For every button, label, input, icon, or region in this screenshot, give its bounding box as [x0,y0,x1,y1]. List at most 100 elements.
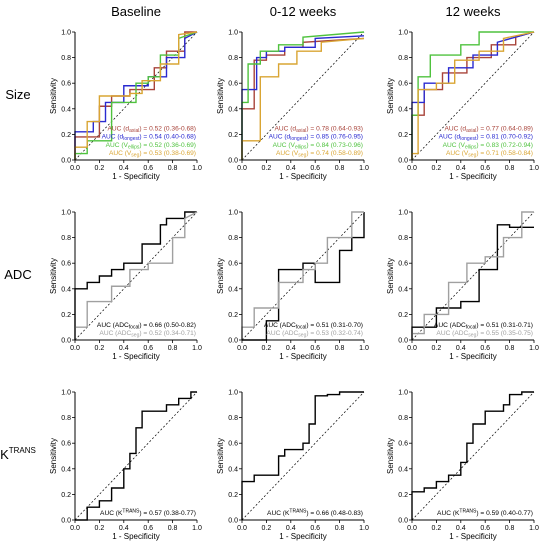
roc-panel-adc-baseline: 0.0 0.2 0.4 0.6 0.8 1.0 0.0 0.2 0.4 0.6 0.8 1.0 1 - … [49,210,202,362]
y-tick-label: 0.6 [398,441,408,448]
x-tick-label: 0.8 [335,345,345,352]
y-tick-label: 0.8 [228,55,238,62]
y-tick-label: 0.2 [398,132,408,139]
y-axis-label: Sensitivity [386,78,395,114]
y-tick-label: 0.0 [228,338,238,345]
row-label-sup-2: TRANS [9,446,36,455]
x-tick-label: 0.6 [310,345,320,352]
y-axis-label: Sensitivity [49,258,58,294]
roc-curve-1 [411,211,534,340]
x-tick-label: 0.2 [432,525,442,532]
x-tick-label: 0.8 [168,165,178,172]
x-tick-label: 0.8 [335,525,345,532]
x-tick-label: 0.6 [480,345,490,352]
roc-curve-2 [411,31,534,160]
x-axis-label: 1 - Specificity [112,172,160,181]
x-tick-label: 0.8 [505,165,515,172]
auc-annotation-1: AUC (ADCseg) = 0.53 (0.32-0.74) [266,330,363,339]
y-tick-label: 0.2 [228,132,238,139]
y-tick-label: 0.2 [228,492,238,499]
roc-panel-adc-0-12: 0.0 0.2 0.4 0.6 0.8 1.0 0.0 0.2 0.4 0.6 0.8 1.0 1 - … [216,210,369,362]
x-tick-label: 0.4 [286,525,296,532]
y-tick-label: 0.8 [61,415,71,422]
row-label-2: KTRANS [0,446,36,462]
y-tick-label: 0.4 [398,286,408,293]
roc-curve-0 [411,391,534,520]
x-tick-label: 1.0 [192,165,202,172]
x-tick-label: 0.4 [456,345,466,352]
roc-curve-0 [241,391,364,520]
y-tick-label: 0.8 [228,415,238,422]
x-tick-label: 0.0 [70,525,80,532]
x-axis-label: 1 - Specificity [279,172,327,181]
auc-annotation-0: AUC (ADCfocal) = 0.66 (0.50-0.82) [97,322,196,331]
y-tick-label: 0.6 [61,441,71,448]
roc-curve-1 [241,211,364,340]
auc-annotation-1: AUC (dlongest) = 0.85 (0.76-0.95) [269,134,363,143]
y-tick-label: 0.2 [228,312,238,319]
y-tick-label: 0.0 [61,518,71,525]
reference-diagonal [74,391,198,521]
x-tick-label: 0.2 [95,345,105,352]
roc-panel-size-12: 0.0 0.2 0.4 0.6 0.8 1.0 0.0 0.2 0.4 0.6 0.8 1.0 1 - … [386,30,539,182]
x-tick-label: 0.6 [143,165,153,172]
x-tick-label: 0.2 [95,525,105,532]
x-tick-label: 0.6 [310,165,320,172]
roc-curve-3 [241,37,365,160]
x-tick-label: 0.6 [480,525,490,532]
x-tick-label: 1.0 [192,345,202,352]
x-tick-label: 0.6 [143,525,153,532]
y-tick-label: 0.0 [398,158,408,165]
y-tick-label: 0.6 [61,81,71,88]
roc-panel-size-baseline: 0.0 0.2 0.4 0.6 0.8 1.0 0.0 0.2 0.4 0.6 0.8 1.0 1 - … [49,30,202,182]
x-tick-label: 0.6 [310,525,320,532]
x-axis-label: 1 - Specificity [112,352,160,361]
x-tick-label: 0.0 [407,525,417,532]
y-tick-label: 0.6 [228,261,238,268]
y-tick-label: 0.6 [398,81,408,88]
x-tick-label: 0.2 [262,345,272,352]
x-tick-label: 0.4 [119,345,129,352]
x-tick-label: 0.0 [70,165,80,172]
x-tick-label: 0.4 [456,525,466,532]
x-tick-label: 0.0 [237,165,247,172]
x-axis-label: 1 - Specificity [279,532,327,541]
row-label-0: Size [5,87,30,102]
x-tick-label: 1.0 [359,345,369,352]
y-tick-label: 0.4 [61,466,71,473]
y-tick-label: 1.0 [228,210,238,217]
y-axis-label: Sensitivity [216,258,225,294]
x-tick-label: 0.8 [335,165,345,172]
y-axis-label: Sensitivity [49,78,58,114]
auc-annotation-0: AUC (KTRANS) = 0.66 (0.48-0.83) [267,509,363,517]
x-tick-label: 0.2 [262,165,272,172]
x-tick-label: 1.0 [359,165,369,172]
roc-curve-0 [411,224,534,340]
roc-panel-size-0-12: 0.0 0.2 0.4 0.6 0.8 1.0 0.0 0.2 0.4 0.6 0.8 1.0 1 - … [216,30,369,182]
x-axis-label: 1 - Specificity [112,532,160,541]
roc-curve-2 [74,31,198,160]
column-title-0: Baseline [111,4,161,19]
auc-annotation-0: AUC (ADCfocal) = 0.51 (0.31-0.71) [434,322,533,331]
y-tick-label: 1.0 [61,30,71,37]
x-tick-label: 0.4 [119,165,129,172]
reference-diagonal [241,391,365,521]
y-tick-label: 0.4 [398,466,408,473]
x-tick-label: 0.0 [407,345,417,352]
x-tick-label: 0.0 [237,345,247,352]
auc-annotation-3: AUC (Vseg) = 0.71 (0.58-0.84) [446,150,533,159]
roc-curve-0 [411,31,535,160]
y-tick-label: 0.4 [61,286,71,293]
roc-curve-3 [74,31,198,160]
x-tick-label: 0.0 [237,525,247,532]
y-axis-label: Sensitivity [216,438,225,474]
auc-annotation-0: AUC (daxial) = 0.78 (0.64-0.93) [274,125,363,134]
x-tick-label: 0.0 [70,345,80,352]
auc-annotation-0: AUC (daxial) = 0.52 (0.36-0.68) [107,125,196,134]
reference-diagonal [241,31,365,161]
roc-curve-1 [74,211,198,340]
y-tick-label: 1.0 [398,390,408,397]
auc-annotation-2: AUC (Vellips) = 0.52 (0.36-0.69) [106,142,196,151]
y-tick-label: 0.0 [398,338,408,345]
